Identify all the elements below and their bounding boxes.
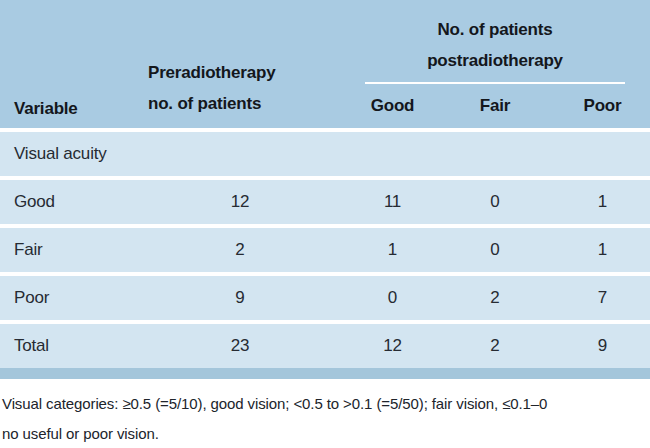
- header-group-rule: [365, 82, 625, 84]
- table-header: Variable Preradiotherapy no. of patients…: [0, 0, 650, 128]
- cell-fair: 2: [445, 324, 545, 368]
- footnote-line2: no useful or poor vision.: [2, 419, 650, 448]
- header-post-group-line1: No. of patients: [340, 14, 650, 45]
- cell-poor: 9: [545, 324, 650, 368]
- header-subcolumn-good: Good: [340, 93, 445, 119]
- cell-pre: 9: [140, 276, 340, 320]
- footnote-line1: Visual categories: ≥0.5 (=5/10), good vi…: [2, 389, 650, 419]
- cell-fair: 0: [445, 180, 545, 224]
- table-row-total: Total 23 12 2 9: [0, 320, 650, 368]
- row-label: Good: [0, 180, 140, 224]
- cell-poor: 1: [545, 180, 650, 224]
- row-label: Total: [0, 324, 140, 368]
- cell-poor: 1: [545, 228, 650, 272]
- section-row-visual-acuity: Visual acuity: [0, 128, 650, 176]
- cell-pre: 23: [140, 324, 340, 368]
- cell-good: 1: [340, 228, 445, 272]
- header-postradiotherapy-group: No. of patients postradiotherapy Good Fa…: [340, 0, 650, 128]
- header-pre-line2: no. of patients: [148, 88, 340, 119]
- cell-pre: 2: [140, 228, 340, 272]
- header-subcolumn-fair: Fair: [445, 93, 545, 119]
- section-row-label: Visual acuity: [0, 132, 650, 176]
- header-variable: Variable: [0, 0, 140, 128]
- row-label: Poor: [0, 276, 140, 320]
- cell-good: 12: [340, 324, 445, 368]
- cell-fair: 0: [445, 228, 545, 272]
- cell-pre: 12: [140, 180, 340, 224]
- page: Variable Preradiotherapy no. of patients…: [0, 0, 650, 448]
- row-label: Fair: [0, 228, 140, 272]
- header-post-group-line2: postradiotherapy: [340, 45, 650, 76]
- header-variable-label: Variable: [14, 99, 140, 119]
- cell-poor: 7: [545, 276, 650, 320]
- table-row-fair: Fair 2 1 0 1: [0, 224, 650, 272]
- cell-fair: 2: [445, 276, 545, 320]
- header-subcolumn-poor: Poor: [545, 93, 650, 119]
- cell-good: 11: [340, 180, 445, 224]
- table-footnote: Visual categories: ≥0.5 (=5/10), good vi…: [0, 379, 650, 448]
- header-preradiotherapy: Preradiotherapy no. of patients: [140, 0, 340, 128]
- table-row-good: Good 12 11 0 1: [0, 176, 650, 224]
- visual-acuity-table: Variable Preradiotherapy no. of patients…: [0, 0, 650, 379]
- header-subcolumns: Good Fair Poor: [340, 93, 650, 119]
- table-bottom-bar: [0, 368, 650, 379]
- table-row-poor: Poor 9 0 2 7: [0, 272, 650, 320]
- header-post-group-title: No. of patients postradiotherapy: [340, 14, 650, 76]
- header-pre-line1: Preradiotherapy: [148, 57, 340, 88]
- cell-good: 0: [340, 276, 445, 320]
